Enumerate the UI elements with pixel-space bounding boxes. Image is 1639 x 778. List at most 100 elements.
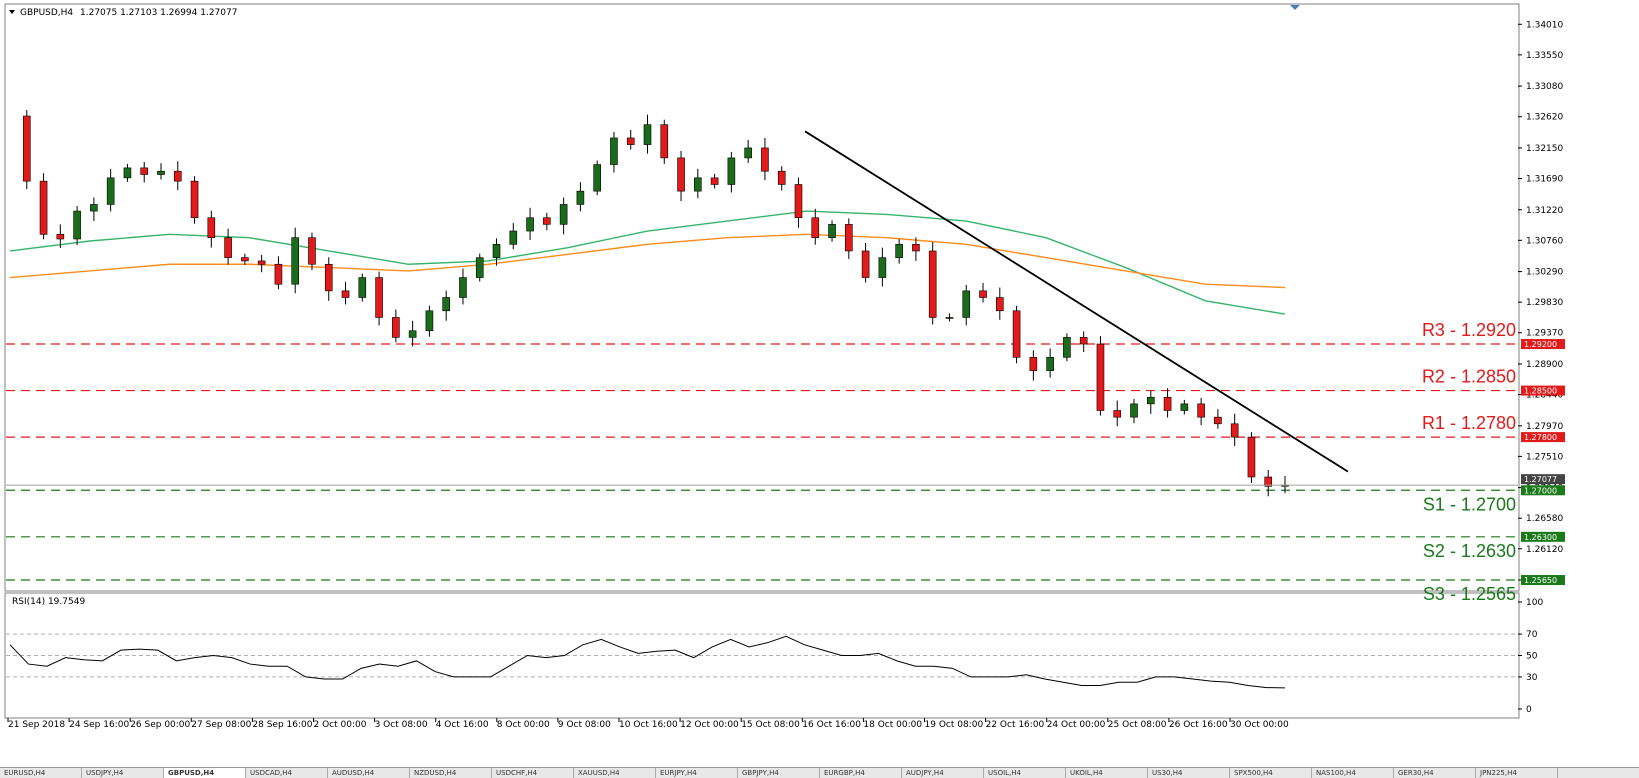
candle: [1046, 348, 1054, 378]
symbol-tab[interactable]: EURGBP,H4: [820, 768, 902, 778]
price-tick-label: 1.32620: [1526, 113, 1563, 123]
candle: [610, 131, 618, 173]
candle: [794, 177, 803, 228]
candle: [274, 256, 283, 290]
symbol-tab[interactable]: GER30,H4: [1394, 768, 1476, 778]
candle: [1063, 333, 1071, 362]
moving-averages: [9, 210, 1286, 315]
candle: [492, 238, 501, 266]
candlesticks: [22, 110, 1289, 497]
candle: [106, 168, 115, 212]
time-tick-label: 18 Oct 00:00: [863, 720, 922, 730]
price-tick-label: 1.28900: [1526, 360, 1563, 370]
level-price-tag: [1521, 485, 1565, 496]
candle: [475, 253, 484, 282]
candle: [526, 207, 534, 240]
candle: [1012, 305, 1021, 364]
candle: [1079, 331, 1088, 353]
symbol-tab[interactable]: EURJPY,H4: [656, 768, 738, 778]
scroll-marker-icon: [1290, 5, 1300, 10]
support-resistance-levels: R3 - 1.2920 1.29200 R2 - 1.2850 1.28500 R1 -…: [6, 320, 1565, 604]
current-price-tag: [1521, 474, 1565, 485]
candle: [1180, 399, 1189, 415]
symbol-tab[interactable]: NZDUSD,H4: [410, 768, 492, 778]
candle: [845, 218, 853, 259]
candle: [878, 247, 887, 287]
candle: [543, 212, 551, 231]
symbol-tab[interactable]: USDCAD,H4: [246, 768, 328, 778]
price-tick-label: 1.30760: [1526, 236, 1563, 246]
candle: [425, 305, 434, 337]
time-tick-label: 21 Sep 2018: [8, 720, 65, 730]
trendline-segment[interactable]: [804, 130, 1349, 473]
symbol-tab[interactable]: EURUSD,H4: [0, 768, 82, 778]
candle: [22, 110, 31, 190]
candle: [1214, 409, 1222, 429]
level-price-tag-text: 1.27000: [1524, 486, 1557, 495]
rsi-tick-label: 0: [1526, 705, 1532, 715]
candle: [442, 290, 450, 321]
time-tick-label: 26 Oct 16:00: [1169, 720, 1228, 730]
symbol-tab[interactable]: AUDJPY,H4: [902, 768, 984, 778]
level-price-tag: [1521, 339, 1565, 350]
time-axis: 21 Sep 2018 24 Sep 16:00 26 Sep 00:00 27 Se…: [7, 718, 1289, 730]
price-tick-label: 1.30290: [1526, 268, 1563, 278]
candle: [979, 282, 987, 303]
ohlc-label: 1.27075 1.27103 1.26994 1.27077: [80, 8, 237, 18]
symbol-tab[interactable]: XAUUSD,H4: [574, 768, 656, 778]
symbol-tab[interactable]: AUDUSD,H4: [328, 768, 410, 778]
candle: [576, 182, 585, 212]
symbol-tab[interactable]: USDCHF,H4: [492, 768, 574, 778]
time-tick-label: 16 Oct 16:00: [802, 720, 861, 730]
candle: [1230, 413, 1239, 447]
time-tick-label: 30 Oct 00:00: [1230, 720, 1289, 730]
collapse-arrow-icon[interactable]: [9, 10, 15, 14]
candle: [1130, 398, 1138, 424]
price-tick-label: 1.26120: [1526, 545, 1563, 555]
ma-slow-line: [9, 233, 1286, 289]
level-price-tag-text: 1.25650: [1524, 576, 1557, 585]
price-tick-label: 1.33080: [1526, 82, 1563, 92]
candle: [1264, 470, 1273, 497]
candle: [157, 163, 165, 180]
candle: [945, 313, 954, 322]
symbol-tab[interactable]: US30,H4: [1148, 768, 1230, 778]
symbol-tab[interactable]: GBPUSD,H4: [164, 768, 246, 778]
symbol-tab[interactable]: USDJPY,H4: [82, 768, 164, 778]
level-label-s3: S3 - 1.2565: [1423, 584, 1516, 604]
candle: [593, 160, 601, 196]
symbol-tab[interactable]: NAS100,H4: [1312, 768, 1394, 778]
candle: [341, 281, 350, 305]
level-label-r1: R1 - 1.2780: [1422, 413, 1516, 433]
level-label-s2: S2 - 1.2630: [1423, 541, 1516, 561]
candle: [73, 206, 81, 245]
price-tick-label: 1.27970: [1526, 422, 1563, 432]
symbol-tab[interactable]: GBPJPY,H4: [738, 768, 820, 778]
symbol-tabs: EURUSD,H4 USDJPY,H4 GBPUSD,H4 USDCAD,H4 AUDU…: [0, 767, 1639, 778]
candle: [643, 114, 652, 154]
candle: [358, 273, 367, 302]
time-tick-label: 25 Oct 08:00: [1108, 720, 1167, 730]
price-tick-label: 1.26580: [1526, 514, 1563, 524]
time-tick-label: 24 Oct 00:00: [1047, 720, 1106, 730]
symbol-tab[interactable]: USOIL,H4: [984, 768, 1066, 778]
time-tick-label: 27 Sep 08:00: [191, 720, 251, 730]
candle: [190, 176, 199, 224]
candle: [123, 163, 132, 182]
candle: [1029, 350, 1038, 381]
candle: [677, 150, 685, 202]
level-price-tag: [1521, 575, 1565, 586]
current-price: 1.27077: [6, 474, 1565, 486]
time-tick-label: 28 Sep 16:00: [252, 720, 312, 730]
symbol-tab[interactable]: SPX500,H4: [1230, 768, 1312, 778]
symbol-tab[interactable]: UKOIL,H4: [1066, 768, 1148, 778]
symbol-tab[interactable]: JPN225,H4: [1476, 768, 1558, 778]
level-label-r3: R3 - 1.2920: [1422, 320, 1516, 340]
candle: [207, 210, 216, 248]
candle: [173, 161, 182, 191]
trendline: [804, 130, 1349, 473]
candle: [1247, 432, 1256, 483]
price-tick-label: 1.27510: [1526, 452, 1563, 462]
candle: [1146, 390, 1155, 414]
time-tick-label: 24 Sep 16:00: [69, 720, 129, 730]
